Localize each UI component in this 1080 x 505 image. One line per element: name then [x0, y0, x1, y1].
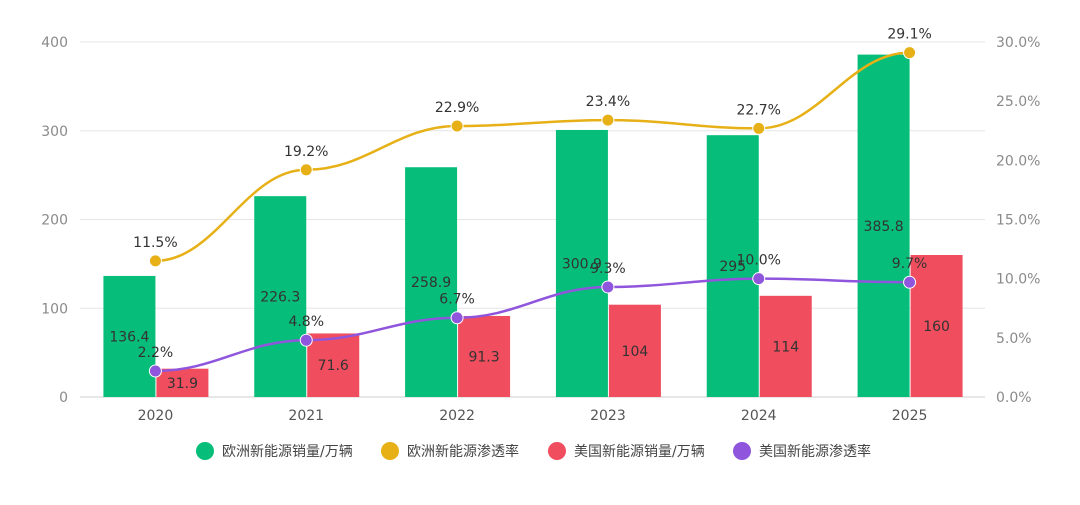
- bar: [857, 54, 910, 397]
- bar-data-label: 71.6: [318, 358, 349, 374]
- bar-data-label: 104: [622, 344, 649, 360]
- line-data-label: 2.2%: [138, 345, 174, 361]
- x-tick-label: 2025: [892, 408, 928, 424]
- bar-data-label: 91.3: [468, 349, 499, 365]
- bar-data-label: 300.9: [562, 256, 602, 272]
- y-tick-label-right: 5.0%: [996, 331, 1032, 347]
- line-point: [601, 280, 615, 294]
- y-tick-label-left: 300: [41, 124, 68, 140]
- x-tick-label: 2021: [288, 408, 324, 424]
- x-tick-label: 2023: [590, 408, 626, 424]
- y-tick-label-right: 15.0%: [996, 213, 1040, 229]
- bar-data-label: 385.8: [864, 219, 904, 235]
- line-data-label: 29.1%: [887, 27, 931, 43]
- legend-marker: [733, 442, 751, 460]
- line-data-label: 19.2%: [284, 144, 328, 160]
- bar-data-label: 114: [772, 339, 799, 355]
- line-data-label: 10.0%: [737, 253, 781, 269]
- bar: [156, 368, 209, 397]
- y-tick-label-right: 30.0%: [996, 35, 1040, 51]
- line-point: [752, 272, 766, 286]
- bar: [458, 315, 511, 397]
- legend-marker: [381, 442, 399, 460]
- x-tick-label: 2022: [439, 408, 475, 424]
- series-line: [155, 277, 910, 373]
- line-point: [601, 113, 615, 127]
- y-tick-label-right: 10.0%: [996, 272, 1040, 288]
- y-tick-label-left: 200: [41, 213, 68, 229]
- bar: [307, 333, 360, 397]
- line-data-label: 22.7%: [737, 102, 781, 118]
- line-point: [903, 46, 917, 60]
- x-tick-label: 2020: [138, 408, 174, 424]
- line-point: [148, 364, 162, 378]
- line-data-label: 6.7%: [439, 292, 475, 308]
- bar-data-label: 31.9: [167, 376, 198, 392]
- line-data-label: 11.5%: [133, 235, 177, 251]
- line-data-label: 9.3%: [590, 261, 626, 277]
- legend-label: 美国新能源渗透率: [759, 443, 871, 460]
- legend-label: 美国新能源销量/万辆: [574, 444, 705, 460]
- bar: [254, 196, 307, 397]
- line-point: [299, 333, 313, 347]
- bar-data-label: 160: [923, 319, 950, 335]
- line-data-label: 9.7%: [892, 256, 928, 272]
- line-point: [450, 119, 464, 133]
- bar: [910, 255, 963, 397]
- line-data-label: 22.9%: [435, 100, 479, 116]
- line-point: [148, 254, 162, 268]
- line-point: [299, 163, 313, 177]
- line-point: [752, 121, 766, 135]
- line-data-label: 4.8%: [288, 314, 324, 330]
- bar-data-label: 258.9: [411, 275, 451, 291]
- legend-label: 欧洲新能源销量/万辆: [222, 444, 353, 460]
- y-tick-label-left: 400: [41, 35, 68, 51]
- bar: [706, 135, 759, 397]
- legend-label: 欧洲新能源渗透率: [407, 443, 519, 460]
- bar-data-label: 295: [719, 259, 746, 275]
- line-point: [450, 311, 464, 325]
- line-data-label: 23.4%: [586, 94, 630, 110]
- line-point: [903, 275, 917, 289]
- bar: [555, 129, 608, 398]
- bar: [103, 275, 156, 397]
- y-tick-label-left: 0: [59, 390, 68, 406]
- x-tick-label: 2024: [741, 408, 777, 424]
- bar: [608, 304, 661, 397]
- bar: [405, 167, 458, 397]
- y-tick-label-left: 100: [41, 301, 68, 317]
- y-tick-label-right: 0.0%: [996, 390, 1032, 406]
- y-tick-label-right: 25.0%: [996, 94, 1040, 110]
- bar-data-label: 136.4: [109, 329, 149, 345]
- y-tick-label-right: 20.0%: [996, 153, 1040, 169]
- legend-marker: [548, 442, 566, 460]
- legend-marker: [196, 442, 214, 460]
- bar-data-label: 226.3: [260, 290, 300, 306]
- series-line: [155, 51, 910, 263]
- bar: [759, 295, 812, 397]
